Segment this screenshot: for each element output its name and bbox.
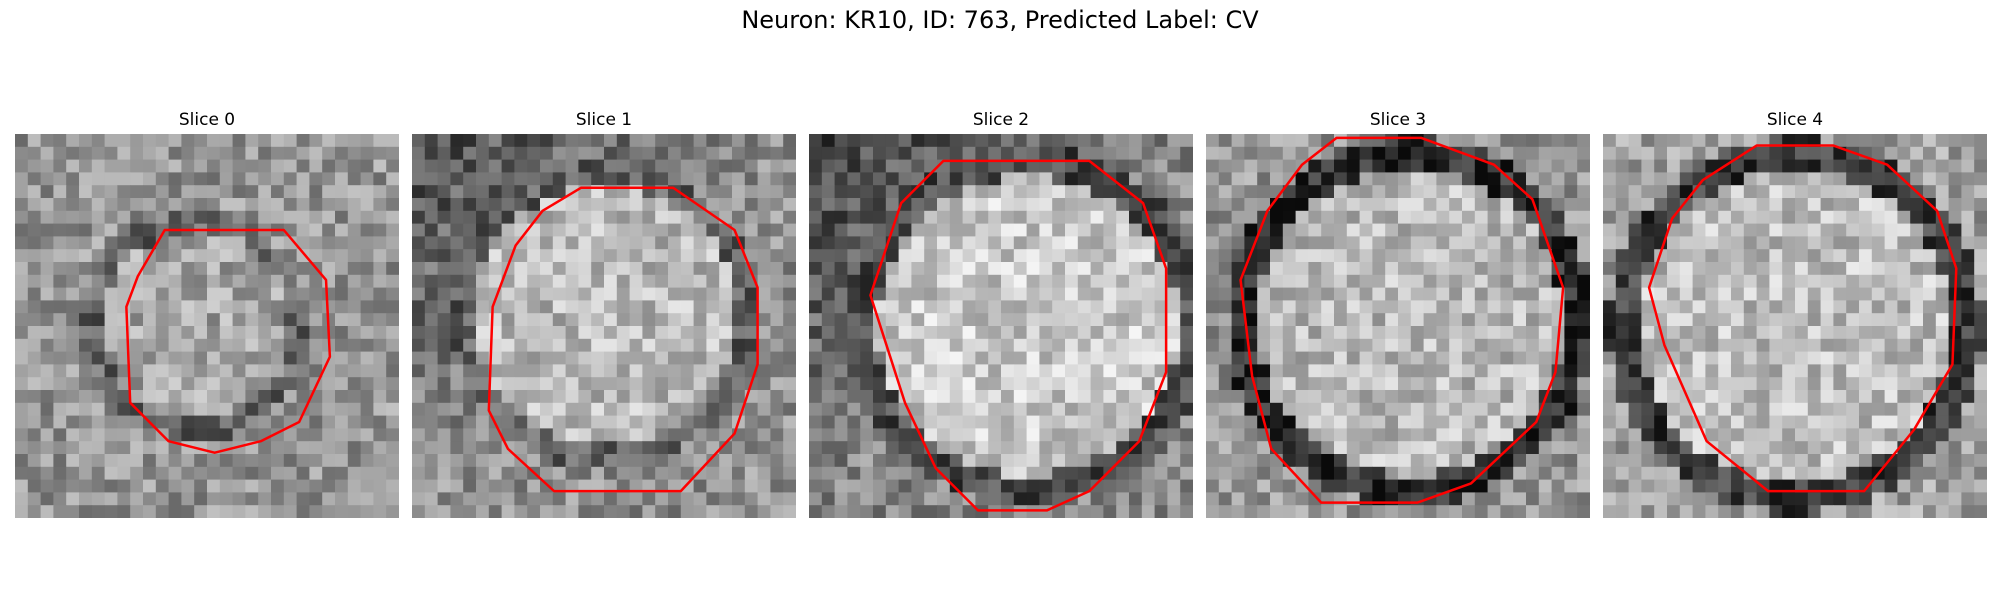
figure-title: Neuron: KR10, ID: 763, Predicted Label: … [741,6,1259,34]
slice-image-1 [412,134,796,518]
slice-title: Slice 1 [575,110,633,130]
segmentation-contour [1239,136,1565,504]
slice-title: Slice 4 [1766,110,1824,130]
slice-title: Slice 3 [1369,110,1427,130]
segmentation-contour [1647,144,1958,493]
slice-image-2 [809,134,1193,518]
slice-panel-2: Slice 2 [809,108,1193,518]
slice-title: Slice 2 [972,110,1030,130]
slice-panel-4: Slice 4 [1603,108,1987,518]
slice-title: Slice 0 [178,110,236,130]
slice-image-4 [1603,134,1987,518]
segmentation-contour [125,228,332,454]
slice-panel-3: Slice 3 [1206,108,1590,518]
segmentation-contour [487,186,759,493]
slice-image-3 [1206,134,1590,518]
slice-panel-0: Slice 0 [15,108,399,518]
slice-image-0 [15,134,399,518]
segmentation-contour [869,159,1168,512]
slice-panel-1: Slice 1 [412,108,796,518]
